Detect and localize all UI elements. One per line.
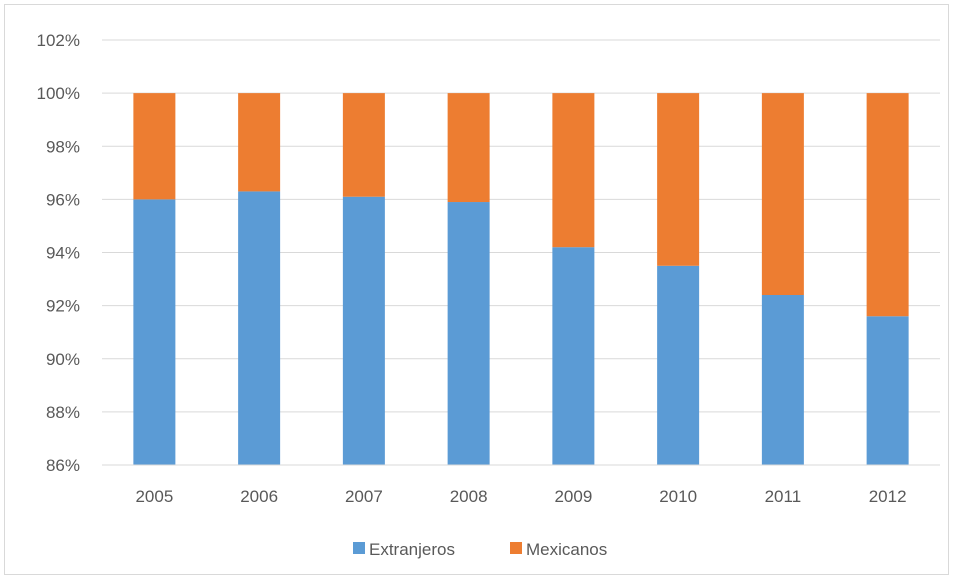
y-tick-label: 88% bbox=[46, 403, 80, 422]
y-tick-label: 96% bbox=[46, 190, 80, 209]
bar-extranjeros-2008 bbox=[447, 202, 490, 465]
x-tick-label: 2010 bbox=[659, 487, 697, 506]
bar-mexicanos-2005 bbox=[133, 93, 176, 200]
y-tick-label: 92% bbox=[46, 297, 80, 316]
y-axis-ticks: 86% 88% 90% 92% 94% 96% 98% 100% 102% bbox=[37, 31, 80, 475]
x-axis-ticks: 2005 2006 2007 2008 2009 2010 2011 2012 bbox=[135, 487, 906, 506]
x-tick-label: 2008 bbox=[450, 487, 488, 506]
x-tick-label: 2006 bbox=[240, 487, 278, 506]
legend-swatch-extranjeros bbox=[353, 542, 365, 554]
bar-mexicanos-2009 bbox=[552, 93, 595, 248]
x-tick-label: 2005 bbox=[135, 487, 173, 506]
y-tick-label: 86% bbox=[46, 456, 80, 475]
bar-extranjeros-2006 bbox=[238, 191, 281, 465]
legend: Extranjeros Mexicanos bbox=[353, 540, 607, 559]
bar-extranjeros-2012 bbox=[866, 316, 909, 465]
y-tick-label: 98% bbox=[46, 137, 80, 156]
gridlines bbox=[102, 39, 940, 413]
bar-extranjeros-2011 bbox=[761, 295, 804, 465]
x-tick-label: 2007 bbox=[345, 487, 383, 506]
bar-mexicanos-2006 bbox=[238, 93, 281, 192]
bar-mexicanos-2007 bbox=[342, 93, 385, 197]
bar-extranjeros-2009 bbox=[552, 247, 595, 465]
x-tick-label: 2012 bbox=[869, 487, 907, 506]
x-tick-label: 2009 bbox=[554, 487, 592, 506]
y-tick-label: 102% bbox=[37, 31, 80, 50]
bar-mexicanos-2010 bbox=[657, 93, 700, 266]
bars bbox=[133, 93, 909, 465]
y-tick-label: 90% bbox=[46, 350, 80, 369]
bar-mexicanos-2012 bbox=[866, 93, 909, 317]
x-tick-label: 2011 bbox=[765, 487, 802, 506]
y-tick-label: 94% bbox=[46, 244, 80, 263]
bar-extranjeros-2005 bbox=[133, 199, 176, 465]
legend-swatch-mexicanos bbox=[510, 542, 522, 554]
bar-mexicanos-2008 bbox=[447, 93, 490, 203]
bar-mexicanos-2011 bbox=[761, 93, 804, 295]
legend-label-extranjeros: Extranjeros bbox=[369, 540, 455, 559]
legend-label-mexicanos: Mexicanos bbox=[526, 540, 607, 559]
bar-extranjeros-2007 bbox=[342, 196, 385, 465]
bar-extranjeros-2010 bbox=[657, 265, 700, 465]
y-tick-label: 100% bbox=[37, 84, 80, 103]
